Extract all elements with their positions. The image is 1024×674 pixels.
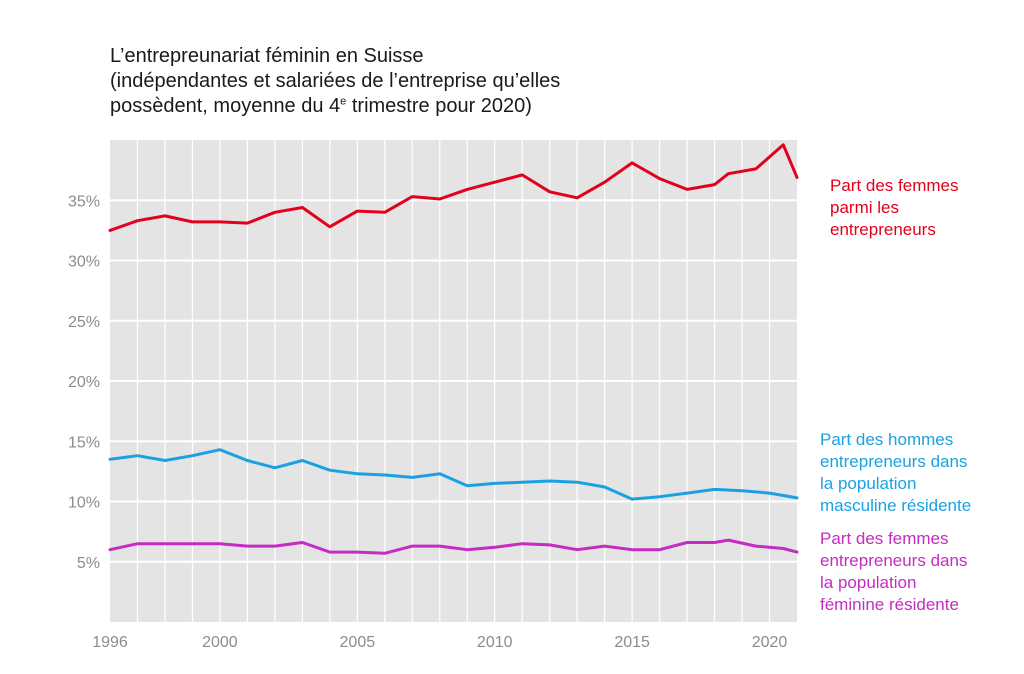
legend-label-line: parmi les (830, 198, 899, 217)
legend-label-men-entrepreneurs-population: Part des hommes entrepreneurs dans la popu… (820, 429, 971, 517)
chart-title-line-3-start: possèdent, moyenne du 4 (110, 95, 341, 117)
series-line-1 (108, 448, 799, 501)
legend-label-women-among-entrepreneurs: Part des femmes parmi les entrepreneurs (830, 175, 959, 241)
chart-title: L’entrepreunariat féminin en Suisse (ind… (110, 44, 730, 119)
y-tick-label: 10% (68, 495, 100, 512)
legend-label-women-entrepreneurs-population: Part des femmes entrepreneurs dans la popu… (820, 528, 967, 616)
chart-title-superscript: e (340, 95, 347, 108)
y-axis-tick-labels: 5% 10% 15% 20% 25% 30% 35% (68, 193, 100, 572)
legend-label-line: entrepreneurs dans (820, 452, 968, 471)
horizontal-gridlines (110, 199, 797, 563)
legend-label-line: Part des hommes (820, 430, 954, 449)
x-tick-label: 1996 (92, 634, 128, 651)
legend-label-line: masculine résidente (820, 496, 972, 515)
chart-title-line-3: possèdent, moyenne du 4e trimestre pour … (110, 94, 730, 119)
y-tick-label: 15% (68, 434, 100, 451)
x-tick-label: 2020 (752, 634, 788, 651)
x-axis-tick-labels: 1996 2000 2005 2010 2015 2020 (92, 634, 787, 651)
legend-label-line: entrepreneurs dans (820, 551, 968, 570)
legend-label-line: Part des femmes (830, 176, 959, 195)
x-tick-label: 2015 (614, 634, 650, 651)
y-tick-label: 25% (68, 314, 100, 331)
x-tick-label: 2000 (202, 634, 238, 651)
chart-title-line-1: L’entrepreunariat féminin en Suisse (110, 45, 424, 67)
y-tick-label: 35% (68, 193, 100, 210)
legend-label-line: la population (820, 573, 917, 592)
legend-label-line: Part des femmes (820, 529, 949, 548)
y-tick-label: 5% (77, 555, 100, 572)
legend-label-line: la population (820, 474, 917, 493)
y-tick-label: 20% (68, 374, 100, 391)
x-tick-label: 2010 (477, 634, 513, 651)
x-tick-label: 2005 (340, 634, 376, 651)
series-line-0 (108, 143, 799, 232)
legend-label-line: féminine résidente (820, 595, 959, 614)
series-line-2 (108, 538, 799, 555)
chart-title-line-2: (indépendantes et salariées de l’entrepr… (110, 70, 561, 92)
y-tick-label: 30% (68, 254, 100, 271)
legend-label-line: entrepreneurs (830, 220, 936, 239)
series-lines (108, 143, 799, 555)
chart-title-line-3-end: trimestre pour 2020) (346, 95, 532, 117)
